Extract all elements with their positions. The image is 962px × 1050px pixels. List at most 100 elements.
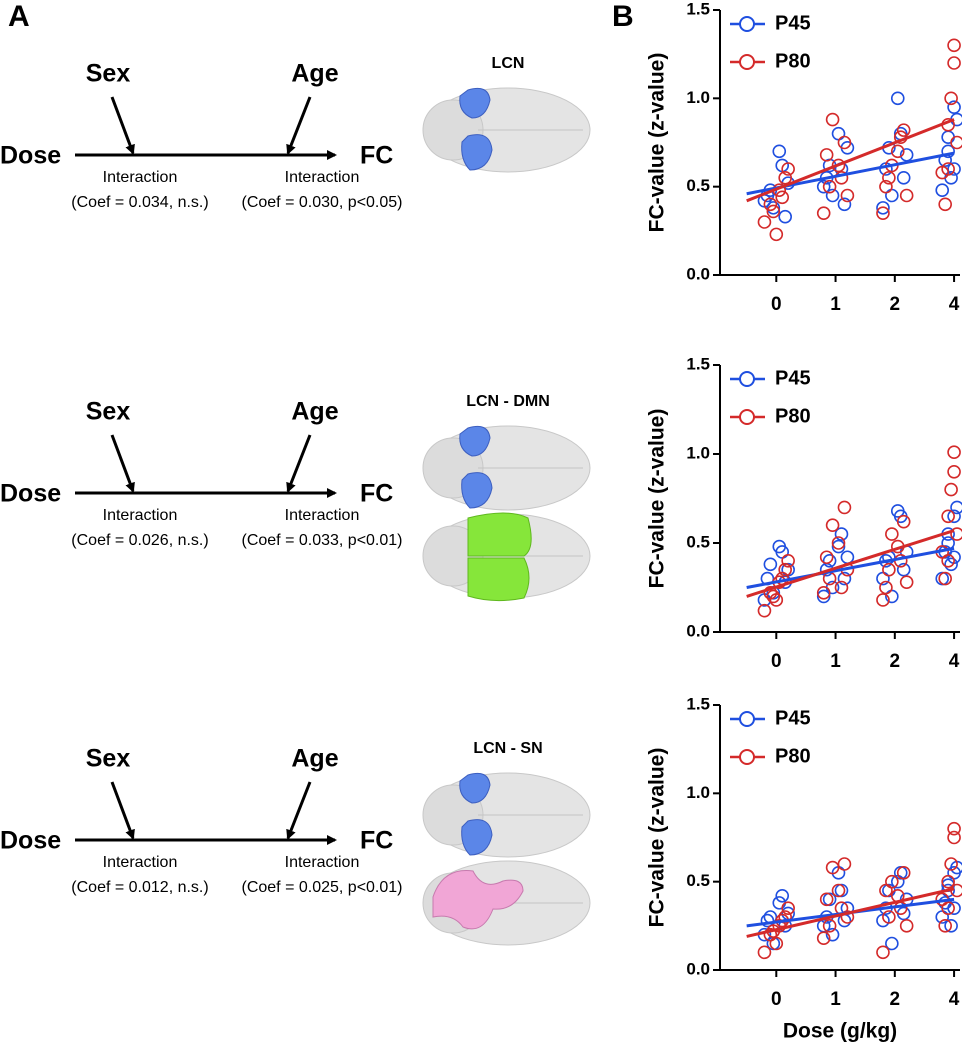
data-point	[882, 910, 896, 924]
y-tick-label: 1.5	[686, 354, 710, 373]
data-point	[775, 190, 790, 205]
x-tick-label: 1	[830, 989, 841, 1010]
arrow	[286, 434, 312, 493]
coef-label: (Coef = 0.034, n.s.)	[71, 194, 208, 211]
interaction-label: Interaction	[285, 854, 360, 871]
y-tick-label: 0.5	[686, 871, 710, 890]
node-label: Dose	[0, 480, 61, 508]
data-point	[831, 536, 846, 550]
data-point	[819, 892, 834, 907]
data-point	[769, 593, 784, 607]
data-point	[882, 171, 896, 185]
data-point	[769, 227, 784, 242]
legend-label: P45	[775, 707, 811, 729]
data-point	[944, 857, 958, 871]
data-point	[831, 539, 846, 554]
x-tick-label: 4	[949, 989, 960, 1010]
y-axis-label: FC-value (z-value)	[646, 748, 669, 928]
panel-letter: A	[8, 0, 30, 33]
y-axis-label: FC-value (z-value)	[646, 409, 669, 589]
data-point	[938, 197, 952, 212]
data-point	[876, 593, 890, 607]
fit-line	[746, 118, 955, 203]
brain	[422, 512, 591, 602]
data-point	[944, 557, 958, 572]
y-tick-label: 0.5	[686, 176, 710, 195]
data-point	[822, 553, 837, 568]
factor-label: Sex	[86, 60, 131, 88]
region-lcn	[461, 134, 493, 171]
data-point	[766, 204, 781, 219]
data-point	[816, 589, 831, 604]
legend-marker	[739, 371, 755, 387]
legend-marker	[739, 54, 755, 70]
brain	[422, 772, 591, 858]
data-point	[935, 571, 950, 586]
data-point	[822, 919, 837, 933]
data-point	[885, 527, 899, 541]
data-point	[822, 179, 837, 194]
node-label: FC	[360, 480, 393, 508]
interaction-label: Interaction	[103, 854, 178, 871]
data-point	[834, 883, 849, 898]
region-dmn	[467, 512, 532, 557]
node-label: FC	[360, 827, 393, 855]
data-point	[947, 38, 961, 53]
brain-label: LCN - DMN	[466, 393, 550, 410]
panel-letter: B	[612, 0, 634, 33]
data-point	[837, 857, 852, 871]
node-label: Dose	[0, 142, 61, 170]
data-point	[825, 112, 840, 127]
x-tick-label: 0	[771, 651, 782, 672]
legend-marker	[739, 409, 755, 425]
data-point	[772, 144, 787, 159]
data-point	[882, 562, 896, 577]
legend-marker	[739, 16, 755, 32]
interaction-label: Interaction	[103, 169, 178, 186]
data-point	[899, 188, 914, 203]
legend-marker	[739, 749, 755, 765]
data-point	[766, 201, 781, 215]
data-point	[944, 91, 958, 106]
data-point	[775, 888, 790, 903]
data-point	[896, 171, 911, 185]
region-lcn	[461, 472, 493, 509]
interaction-label: Interaction	[103, 507, 178, 524]
region-lcn	[459, 772, 491, 804]
coef-label: (Coef = 0.025, p<0.01)	[242, 879, 403, 896]
y-tick-label: 1.0	[686, 88, 710, 107]
factor-label: Age	[291, 745, 338, 773]
data-point	[879, 179, 893, 194]
data-point	[816, 179, 831, 194]
factor-label: Sex	[86, 398, 131, 426]
data-point	[941, 874, 955, 889]
data-point	[947, 901, 961, 915]
data-point	[947, 464, 961, 479]
fit-line	[746, 546, 955, 589]
y-tick-label: 0.0	[686, 959, 710, 978]
data-point	[816, 586, 831, 600]
data-point	[950, 135, 962, 150]
data-point	[938, 571, 952, 586]
x-tick-label: 0	[771, 294, 782, 315]
data-point	[938, 919, 952, 933]
data-point	[781, 162, 795, 176]
brain	[422, 87, 591, 173]
data-point	[763, 197, 778, 212]
y-tick-label: 1.0	[686, 783, 710, 802]
data-point	[831, 883, 846, 898]
data-point	[885, 188, 899, 203]
region-dmn	[467, 557, 530, 602]
data-point	[837, 135, 852, 150]
data-point	[896, 514, 911, 529]
data-point	[772, 896, 787, 910]
data-point	[896, 562, 911, 577]
arrow	[110, 434, 135, 493]
data-point	[944, 919, 958, 933]
coef-label: (Coef = 0.026, n.s.)	[71, 532, 208, 549]
data-point	[825, 518, 840, 533]
interaction-label: Interaction	[285, 507, 360, 524]
region-lcn	[461, 819, 493, 856]
brain	[422, 425, 591, 511]
y-tick-label: 1.5	[686, 694, 710, 713]
